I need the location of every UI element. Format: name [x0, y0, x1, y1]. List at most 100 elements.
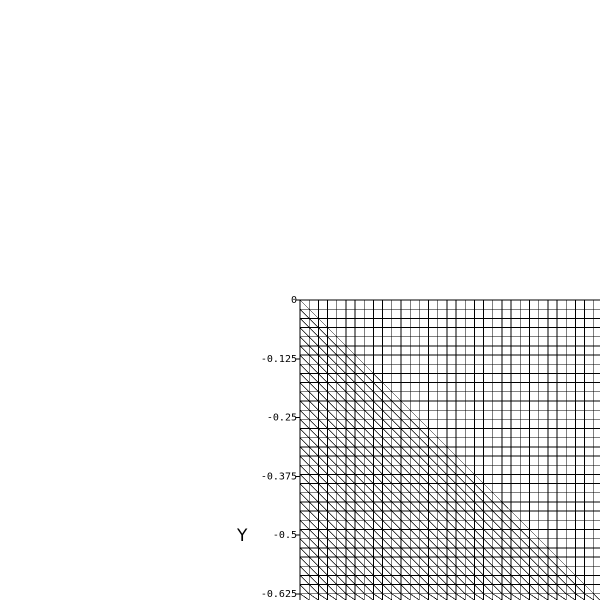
mesh-diagonal-line — [299, 575, 310, 585]
mesh-diagonal-line — [455, 474, 466, 484]
y-tick-label: -0.25 — [267, 413, 297, 424]
mesh-diagonal-line — [327, 565, 337, 576]
mesh-diagonal-line — [327, 437, 337, 448]
mesh-diagonal-line — [299, 364, 310, 374]
mesh-diagonal-line — [345, 575, 356, 585]
mesh-diagonal-line — [419, 492, 429, 503]
mesh-diagonal-line — [308, 354, 319, 365]
mesh-diagonal-line — [492, 565, 503, 576]
mesh-diagonal-line — [318, 428, 328, 438]
mesh-diagonal-line — [299, 593, 310, 600]
mesh-diagonal-line — [501, 529, 512, 539]
mesh-diagonal-line — [308, 492, 319, 503]
mesh-diagonal-line — [364, 474, 374, 484]
mesh-diagonal-line — [455, 584, 466, 594]
mesh-diagonal-line — [584, 593, 594, 600]
mesh-diagonal-line — [318, 354, 328, 365]
mesh-diagonal-line — [373, 437, 383, 448]
mesh-diagonal-line — [483, 483, 494, 494]
mesh-diagonal-line — [299, 419, 310, 429]
mesh-diagonal-line — [373, 510, 383, 521]
mesh-diagonal-line — [299, 382, 310, 393]
mesh-diagonal-line — [308, 327, 319, 337]
mesh-diagonal-line — [409, 437, 420, 448]
mesh-diagonal-line — [501, 584, 512, 594]
mesh-diagonal-line — [318, 437, 328, 448]
mesh-diagonal-line — [547, 593, 558, 600]
mesh-diagonal-line — [382, 510, 393, 521]
mesh-diagonal-line — [345, 437, 356, 448]
mesh-diagonal-line — [391, 437, 402, 448]
mesh-diagonal-line — [336, 364, 347, 374]
mesh-diagonal-line — [584, 584, 594, 594]
mesh-diagonal-line — [474, 483, 484, 494]
mesh-diagonal-line — [419, 501, 429, 512]
mesh-diagonal-line — [501, 575, 512, 585]
mesh-diagonal-line — [492, 510, 503, 521]
mesh-diagonal-line — [501, 510, 512, 521]
mesh-diagonal-line — [345, 419, 356, 429]
mesh-diagonal-line — [529, 593, 539, 600]
mesh-diagonal-line — [364, 446, 374, 457]
mesh-diagonal-line — [428, 529, 438, 539]
mesh-diagonal-line — [336, 400, 347, 411]
mesh-diagonal-line — [400, 464, 411, 475]
mesh-diagonal-line — [409, 501, 420, 512]
mesh-diagonal-line — [382, 428, 393, 438]
mesh-diagonal-line — [299, 510, 310, 521]
mesh-diagonal-line — [538, 547, 549, 558]
mesh-diagonal-line — [547, 547, 558, 558]
mesh-diagonal-line — [364, 501, 374, 512]
mesh-diagonal-line — [400, 446, 411, 457]
mesh-diagonal-line — [483, 565, 494, 576]
mesh-diagonal-line — [299, 336, 310, 347]
mesh-diagonal-line — [556, 593, 567, 600]
mesh-diagonal-line — [446, 593, 457, 600]
mesh-diagonal-line — [336, 391, 347, 402]
mesh-diagonal-line — [492, 492, 503, 503]
mesh-diagonal-line — [520, 520, 530, 530]
mesh-diagonal-line — [446, 455, 457, 466]
mesh-diagonal-line — [299, 299, 310, 310]
mesh-diagonal-line — [318, 373, 328, 383]
mesh-diagonal-line — [354, 354, 365, 365]
mesh-diagonal-line — [556, 584, 567, 594]
mesh-diagonal-line — [437, 584, 448, 594]
mesh-diagonal-line — [437, 464, 448, 475]
mesh-diagonal-line — [299, 391, 310, 402]
mesh-diagonal-line — [336, 529, 347, 539]
mesh-diagonal-line — [428, 483, 438, 494]
mesh-diagonal-line — [565, 584, 576, 594]
mesh-diagonal-line — [391, 409, 402, 420]
mesh-diagonal-line — [364, 510, 374, 521]
mesh-diagonal-line — [400, 455, 411, 466]
y-tick-label: 0 — [291, 295, 297, 306]
mesh-diagonal-line — [529, 565, 539, 576]
mesh-diagonal-line — [391, 556, 402, 567]
mesh-diagonal-line — [437, 492, 448, 503]
mesh-diagonal-line — [373, 547, 383, 558]
plot-frame — [299, 299, 600, 600]
mesh-diagonal-line — [428, 593, 438, 600]
mesh-diagonal-line — [428, 556, 438, 567]
mesh-diagonal-line — [327, 345, 337, 356]
mesh-diagonal-line — [308, 373, 319, 383]
mesh-diagonal-line — [538, 584, 549, 594]
mesh-diagonal-line — [409, 464, 420, 475]
mesh-diagonal-line — [354, 501, 365, 512]
mesh-diagonal-line — [308, 501, 319, 512]
mesh-diagonal-line — [327, 474, 337, 484]
mesh-diagonal-line — [547, 575, 558, 585]
mesh-diagonal-line — [364, 529, 374, 539]
mesh-diagonal-line — [373, 382, 383, 393]
mesh-diagonal-line — [391, 547, 402, 558]
mesh-diagonal-line — [382, 538, 393, 549]
mesh-diagonal-line — [391, 520, 402, 530]
mesh-diagonal-line — [510, 520, 521, 530]
mesh-diagonal-line — [327, 419, 337, 429]
mesh-diagonal-line — [455, 483, 466, 494]
mesh-diagonal-line — [318, 382, 328, 393]
mesh-diagonal-line — [373, 474, 383, 484]
mesh-diagonal-line — [520, 593, 530, 600]
mesh-diagonal-line — [464, 483, 475, 494]
